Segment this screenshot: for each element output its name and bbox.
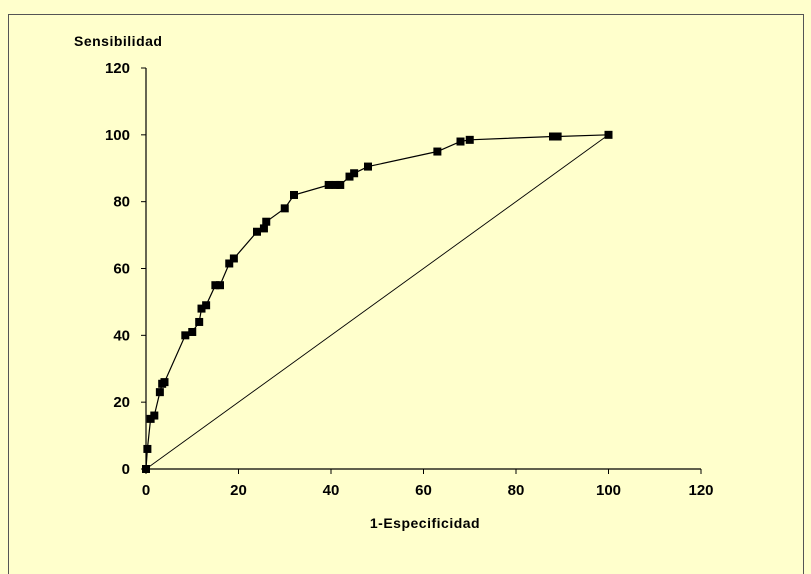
data-point-marker bbox=[553, 132, 562, 141]
data-point-marker bbox=[253, 227, 261, 236]
data-point-marker bbox=[549, 132, 557, 141]
x-tick-label: 60 bbox=[415, 482, 432, 499]
data-point-marker bbox=[324, 180, 333, 189]
data-point-marker bbox=[211, 281, 220, 290]
data-point-marker bbox=[195, 317, 204, 326]
x-tick-label: 0 bbox=[142, 482, 150, 499]
data-point-marker bbox=[280, 204, 289, 213]
y-tick-label: 20 bbox=[113, 394, 130, 411]
x-tick-label: 100 bbox=[596, 482, 621, 499]
y-tick-label: 100 bbox=[105, 127, 130, 144]
data-point-marker bbox=[160, 378, 169, 387]
reference-diagonal-line bbox=[145, 134, 609, 470]
x-axis-title: 1-Especificidad bbox=[370, 515, 480, 531]
data-point-marker bbox=[433, 147, 442, 156]
x-tick-label: 40 bbox=[323, 482, 340, 499]
ticks: 0 20 40 60 80 100 120 0 20 40 60 80 100 120 bbox=[105, 60, 714, 499]
data-point-marker bbox=[364, 162, 372, 171]
data-point-marker bbox=[143, 444, 152, 453]
data-point-marker bbox=[181, 331, 190, 340]
data-point-marker bbox=[188, 327, 197, 336]
data-point-marker bbox=[456, 137, 465, 146]
y-tick-label: 60 bbox=[113, 261, 130, 278]
data-point-marker bbox=[155, 388, 164, 397]
data-point-marker bbox=[336, 180, 345, 189]
y-tick-label: 80 bbox=[113, 194, 130, 211]
data-point-marker bbox=[150, 411, 159, 420]
data-point-marker bbox=[197, 304, 206, 313]
data-point-marker bbox=[465, 135, 474, 144]
data-point-marker bbox=[202, 301, 211, 310]
series-layer bbox=[142, 130, 613, 473]
data-point-marker bbox=[262, 217, 271, 226]
x-tick-label: 120 bbox=[688, 482, 713, 499]
x-tick-label: 80 bbox=[508, 482, 525, 499]
data-point-marker bbox=[225, 259, 234, 268]
y-tick-label: 120 bbox=[105, 60, 130, 77]
data-point-marker bbox=[216, 281, 224, 290]
data-point-marker bbox=[345, 172, 354, 181]
y-axis-title: Sensibilidad bbox=[74, 33, 162, 49]
chart-frame bbox=[8, 14, 804, 574]
y-tick-label: 0 bbox=[122, 461, 130, 478]
data-point-marker bbox=[259, 224, 268, 233]
data-point-marker bbox=[290, 190, 298, 199]
data-point-marker bbox=[331, 180, 340, 189]
y-tick-label: 40 bbox=[113, 327, 130, 344]
reference-diagonal-series bbox=[145, 134, 609, 470]
data-point-marker bbox=[350, 169, 359, 178]
data-point-marker bbox=[229, 254, 238, 263]
x-tick-label: 20 bbox=[230, 482, 247, 499]
